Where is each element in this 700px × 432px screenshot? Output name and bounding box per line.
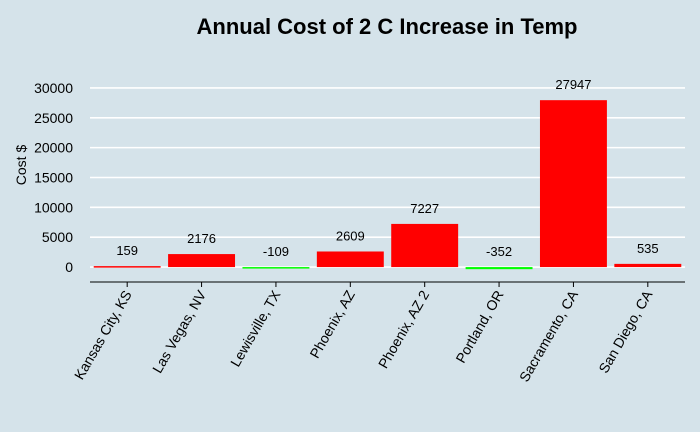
data-label: 2609 [336,228,365,243]
bar [539,100,607,268]
x-tick-label: Las Vegas, NV [149,287,209,376]
data-label: -352 [486,244,512,259]
x-tick-label: Portland, OR [452,288,506,366]
y-tick-label: 5000 [42,229,73,245]
data-label: -109 [263,244,289,259]
y-axis-ticks: 0 5000 10000 15000 20000 25000 30000 [34,80,73,275]
bars [93,100,682,270]
data-label: 2176 [187,231,216,246]
data-label: 159 [116,243,138,258]
x-tick-label: Sacramento, CA [516,287,582,385]
y-tick-label: 0 [65,259,73,275]
x-tick-label: Phoenix, AZ [306,287,358,361]
y-tick-label: 15000 [34,169,73,185]
y-tick-label: 25000 [34,110,73,126]
bar [242,267,310,269]
y-tick-label: 30000 [34,80,73,96]
bar [614,263,682,268]
y-tick-label: 20000 [34,140,73,156]
bar [168,254,236,268]
y-tick-label: 10000 [34,199,73,215]
chart-title: Annual Cost of 2 C Increase in Temp [197,14,578,39]
y-axis-label: Cost $ [13,145,29,186]
bar [465,267,533,270]
bar [391,223,459,268]
data-label: 535 [637,241,659,256]
bar [316,251,384,268]
x-tick-label: Lewisville, TX [227,287,284,369]
x-tick-label: San Diego, CA [595,287,655,376]
data-label: 7227 [410,201,439,216]
x-tick-label: Phoenix, AZ 2 [375,287,433,371]
gridlines [90,87,685,268]
x-tick-label: Kansas City, KS [71,288,135,383]
bar [93,266,161,268]
data-label: 27947 [555,77,591,92]
data-labels: 159 2176 -109 2609 7227 -352 27947 535 [116,77,658,259]
x-axis-ticks: Kansas City, KS Las Vegas, NV Lewisville, … [71,282,656,384]
